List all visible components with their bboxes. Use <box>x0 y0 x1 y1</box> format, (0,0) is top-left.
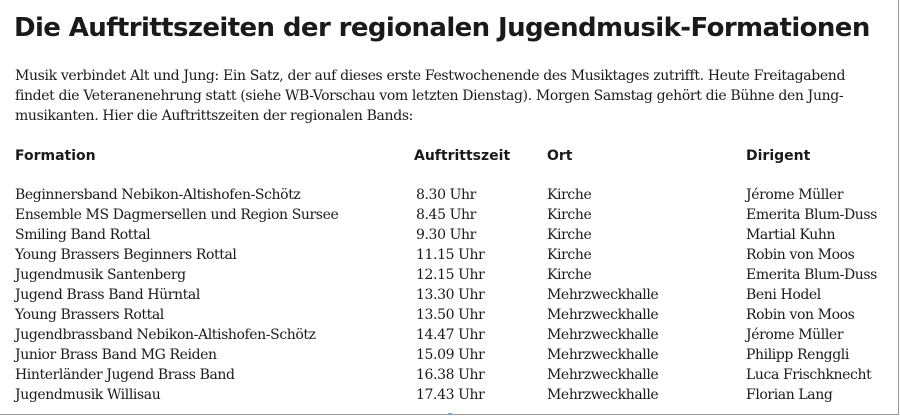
cell-conductor: Luca Frischknecht <box>746 367 872 383</box>
cell-time: 9.30 Uhr <box>416 227 476 243</box>
cell-conductor: Robin von Moos <box>746 307 855 323</box>
intro-paragraph: Musik verbindet Alt und Jung: Ein Satz, … <box>15 66 889 126</box>
article-title: Die Auftrittszeiten der regionalen Jugen… <box>14 13 870 43</box>
cell-formation: Jugend Brass Band Hürntal <box>15 287 200 303</box>
cell-place: Kirche <box>547 227 592 243</box>
cell-place: Mehrzweckhalle <box>547 347 659 363</box>
cell-time: 12.15 Uhr <box>416 267 485 283</box>
table-row: Smiling Band Rottal 9.30 Uhr Kirche Martial… <box>0 225 899 245</box>
intro-line: Musik verbindet Alt und Jung: Ein Satz, … <box>15 68 846 84</box>
cell-time: 15.09 Uhr <box>416 347 485 363</box>
cell-formation: Jugendmusik Willisau <box>15 387 161 403</box>
cell-time: 11.15 Uhr <box>416 247 485 263</box>
column-header-formation: Formation <box>15 148 96 164</box>
cell-time: 17.43 Uhr <box>416 387 485 403</box>
cell-time: 14.47 Uhr <box>416 327 485 343</box>
cell-formation: Jugendmusik Santenberg <box>15 267 186 283</box>
column-header-conductor: Dirigent <box>746 148 811 164</box>
cell-time: 8.30 Uhr <box>416 187 476 203</box>
cell-conductor: Robin von Moos <box>746 247 855 263</box>
table-row: Jugendbrassband Nebikon-Altishofen-Schöt… <box>0 325 899 345</box>
column-header-time: Auftrittszeit <box>414 148 511 164</box>
cell-place: Kirche <box>547 187 592 203</box>
cell-formation: Smiling Band Rottal <box>15 227 151 243</box>
cell-formation: Beginnersband Nebikon-Altishofen-Schötz <box>15 187 301 203</box>
cell-place: Kirche <box>547 247 592 263</box>
cell-time: 8.45 Uhr <box>416 207 476 223</box>
cell-place: Mehrzweckhalle <box>547 287 659 303</box>
table-row: Jugendmusik Willisau 17.43 Uhr Mehrzweckha… <box>0 385 899 405</box>
cell-conductor: Jérome Müller <box>746 327 844 343</box>
cell-conductor: Martial Kuhn <box>746 227 836 243</box>
table-row: Beginnersband Nebikon-Altishofen-Schötz 8… <box>0 185 899 205</box>
cell-place: Mehrzweckhalle <box>547 367 659 383</box>
cell-time: 13.30 Uhr <box>416 287 485 303</box>
cell-formation: Jugendbrassband Nebikon-Altishofen-Schöt… <box>15 327 316 343</box>
cell-conductor: Jérome Müller <box>746 187 844 203</box>
cell-conductor: Emerita Blum-Duss <box>746 207 877 223</box>
cell-place: Kirche <box>547 267 592 283</box>
cell-conductor: Beni Hodel <box>746 287 821 303</box>
table-row: Ensemble MS Dagmersellen und Region Surs… <box>0 205 899 225</box>
cell-formation: Ensemble MS Dagmersellen und Region Surs… <box>15 207 339 223</box>
cell-conductor: Emerita Blum-Duss <box>746 267 877 283</box>
intro-line: musikanten. Hier die Auftrittszeiten der… <box>15 108 414 124</box>
table-row: Young Brassers Rottal 13.50 Uhr Mehrzweckh… <box>0 305 899 325</box>
cell-formation: Young Brassers Beginners Rottal <box>15 247 237 263</box>
cell-conductor: Philipp Renggli <box>746 347 849 363</box>
table-row: Young Brassers Beginners Rottal 11.15 Uhr… <box>0 245 899 265</box>
cell-formation: Hinterländer Jugend Brass Band <box>15 367 235 383</box>
scroll-marker <box>448 413 452 415</box>
table-row: Jugend Brass Band Hürntal 13.30 Uhr Mehrzw… <box>0 285 899 305</box>
cell-place: Mehrzweckhalle <box>547 327 659 343</box>
cell-conductor: Florian Lang <box>746 387 833 403</box>
cell-time: 13.50 Uhr <box>416 307 485 323</box>
table-row: Hinterländer Jugend Brass Band 16.38 Uhr M… <box>0 365 899 385</box>
schedule-table-body: Beginnersband Nebikon-Altishofen-Schötz 8… <box>0 185 899 405</box>
cell-place: Kirche <box>547 207 592 223</box>
cell-formation: Young Brassers Rottal <box>15 307 164 323</box>
table-row: Jugendmusik Santenberg 12.15 Uhr Kirche Eme… <box>0 265 899 285</box>
cell-formation: Junior Brass Band MG Reiden <box>15 347 217 363</box>
table-row: Junior Brass Band MG Reiden 15.09 Uhr Mehr… <box>0 345 899 365</box>
column-header-place: Ort <box>547 148 573 164</box>
cell-time: 16.38 Uhr <box>416 367 485 383</box>
cell-place: Mehrzweckhalle <box>547 387 659 403</box>
cell-place: Mehrzweckhalle <box>547 307 659 323</box>
intro-line: findet die Veteranenehrung statt (siehe … <box>15 88 844 104</box>
